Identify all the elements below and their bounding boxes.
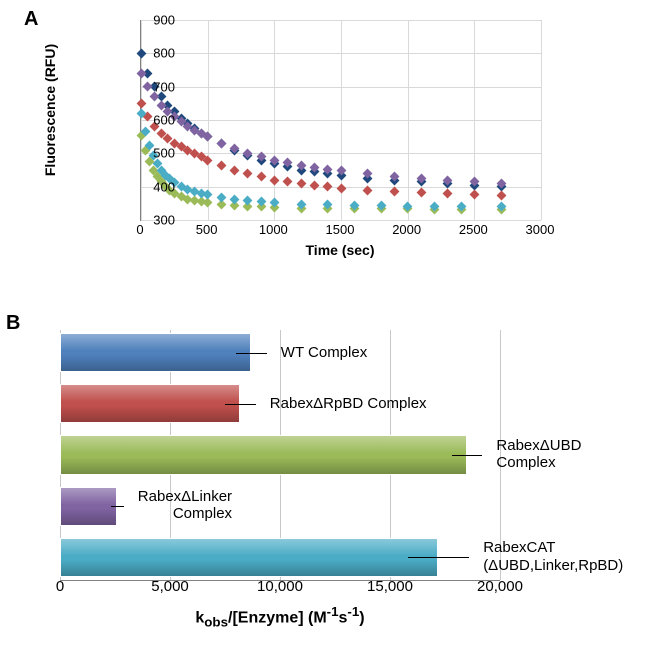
panel-a-xtick: 2500 [459,222,488,237]
panel-a-xtick: 1000 [259,222,288,237]
bar [60,538,438,577]
panel-a-ytick: 700 [115,79,175,94]
data-point [323,182,333,192]
panel-a-ytick: 500 [115,146,175,161]
data-point [216,138,226,148]
data-point [243,168,253,178]
data-point [309,180,319,190]
panel-a-ytick: 400 [115,179,175,194]
panel-a-ytick: 300 [115,213,175,228]
panel-a-xtick: 2000 [392,222,421,237]
panel-a-ytick: 600 [115,113,175,128]
bar-label: RabexΔUBDComplex [496,437,581,472]
bar-label: WT Complex [281,344,367,361]
panel-b-xtick: 15,000 [367,578,413,595]
bar [60,487,117,526]
bar [60,435,467,474]
data-point [203,132,213,142]
panel-a-ytick: 800 [115,46,175,61]
data-point [416,188,426,198]
data-point [496,190,506,200]
data-point [269,175,279,185]
panel-b-xtick: 20,000 [477,578,523,595]
panel-b-xtick: 5,000 [151,578,189,595]
panel-a: Fluorescence (RFU) Time (sec) 3004005006… [60,10,580,270]
bar [60,333,251,372]
panel-a-ytick: 900 [115,13,175,28]
panel-a-plot [140,20,541,221]
data-point [229,165,239,175]
panel-b-plot [60,330,500,581]
data-point [443,188,453,198]
data-point [256,172,266,182]
panel-b: kobs/[Enzyme] (M-1s-1) 0 5,000 10,000 15,00… [30,320,640,650]
panel-a-xtick: 1500 [326,222,355,237]
data-point [469,189,479,199]
data-point [216,192,226,202]
panel-a-xlabel: Time (sec) [306,242,375,258]
panel-b-label: B [6,312,20,335]
bar-label: RabexCAT(ΔUBD,Linker,RpBD) [483,539,623,574]
panel-a-xtick: 3000 [526,222,555,237]
data-point [336,183,346,193]
panel-b-xlabel: kobs/[Enzyme] (M-1s-1) [195,604,364,630]
panel-a-xtick: 0 [136,222,143,237]
panel-a-xtick: 500 [196,222,218,237]
bar-label: RabexΔLinkerComplex [138,488,232,523]
panel-b-xtick: 10,000 [257,578,303,595]
data-point [283,177,293,187]
bar [60,384,240,423]
panel-a-ylabel: Fluorescence (RFU) [42,44,58,176]
panel-a-label: A [24,8,38,31]
data-point [136,98,146,108]
panel-b-xtick: 0 [56,578,64,595]
bar-label: RabexΔRpBD Complex [270,395,427,412]
data-point [203,190,213,200]
figure: A Fluorescence (RFU) Time (sec) 300 400 50… [0,0,672,660]
data-point [389,187,399,197]
data-point [216,160,226,170]
